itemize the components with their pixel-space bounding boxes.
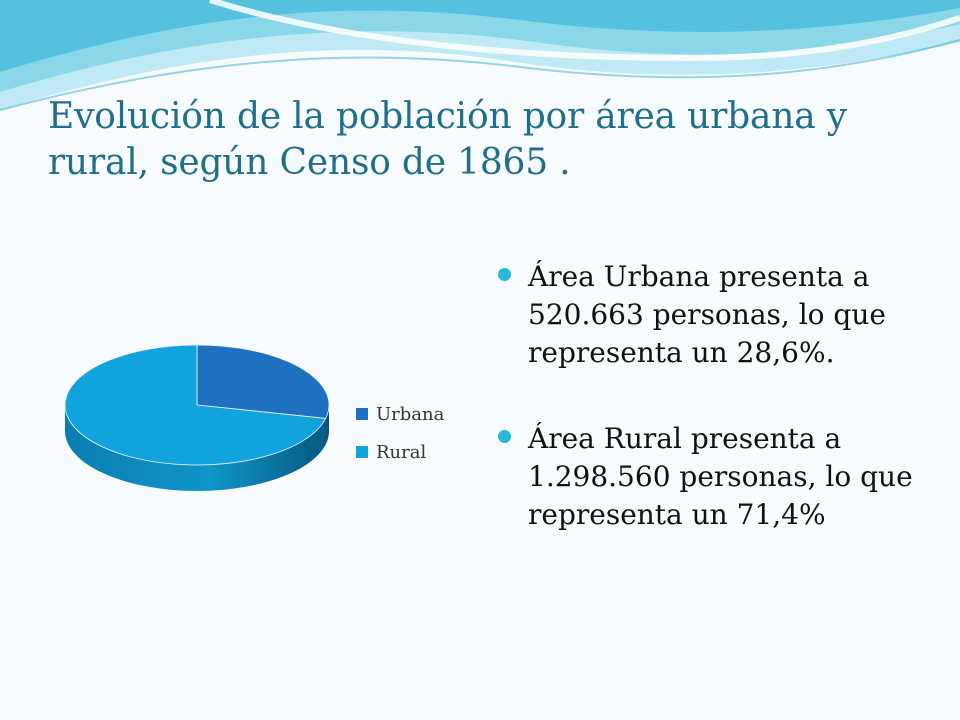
- legend-swatch-urbana: [356, 408, 368, 420]
- pie-slice-urbana: [196, 344, 330, 419]
- pie-side-depth: [65, 405, 329, 491]
- legend-label-rural: Rural: [376, 442, 426, 463]
- bullet-dot-icon: [498, 430, 511, 444]
- bullet-urban-text: Área Urbana presenta a 520.663 personas,…: [528, 260, 886, 370]
- pie-chart-svg: Urbana Rural: [64, 344, 445, 491]
- bullet-urban: Área Urbana presenta a 520.663 personas,…: [498, 258, 918, 372]
- pie-urban-edge-shade: [321, 405, 329, 452]
- legend-label-urbana: Urbana: [376, 404, 445, 425]
- population-pie-chart: Urbana Rural: [50, 330, 470, 520]
- bullet-rural-text: Área Rural presenta a 1.298.560 personas…: [528, 422, 913, 532]
- slide-title: Evolución de la población por área urban…: [48, 96, 847, 184]
- decorative-wave-header: [0, 0, 960, 111]
- bullet-rural: Área Rural presenta a 1.298.560 personas…: [498, 420, 918, 534]
- bullet-list: Área Urbana presenta a 520.663 personas,…: [498, 258, 918, 582]
- bullet-dot-icon: [498, 268, 511, 281]
- wave-dark-band: [0, 0, 960, 72]
- pie-slice-rural: [64, 344, 327, 466]
- wave-highlight-line: [209, 0, 960, 62]
- legend-swatch-rural: [356, 446, 368, 458]
- wave-bottom-line: [0, 39, 960, 111]
